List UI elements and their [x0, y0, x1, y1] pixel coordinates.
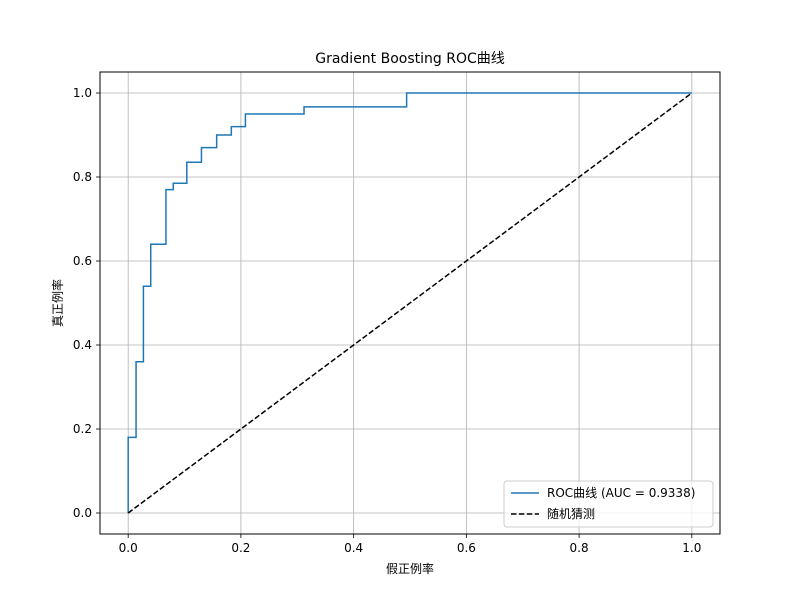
y-tick-label: 0.6 [73, 254, 92, 268]
random-guess-line [127, 92, 693, 514]
y-axis-label: 真正例率 [50, 279, 65, 327]
y-tick-label: 1.0 [73, 86, 92, 100]
x-tick-label: 1.0 [682, 541, 701, 555]
roc-curve-line [127, 92, 692, 513]
x-tick-label: 0.4 [344, 541, 363, 555]
x-tick-label: 0.2 [231, 541, 250, 555]
y-tick-label: 0.2 [73, 422, 92, 436]
plot-area-frame [99, 71, 721, 535]
grid-lines [100, 72, 720, 534]
y-tick-label: 0.8 [73, 170, 92, 184]
y-tick-label: 0.4 [73, 338, 92, 352]
axis-ticks: 0.0 0.2 0.4 0.6 0.8 1.0 0.0 0.2 0.4 0.6 0.8 1.0 [73, 86, 701, 555]
legend-label-roc: ROC曲线 (AUC = 0.9338) [547, 486, 695, 500]
legend-box [503, 480, 714, 528]
legend: ROC曲线 (AUC = 0.9338) 随机猜测 [503, 480, 714, 528]
y-tick-label: 0.0 [73, 506, 92, 520]
x-tick-label: 0.8 [570, 541, 589, 555]
chart-title: Gradient Boosting ROC曲线 [315, 51, 505, 67]
legend-label-random: 随机猜测 [547, 506, 595, 521]
series-layer [127, 92, 693, 514]
x-tick-label: 0.0 [119, 541, 138, 555]
x-axis-label: 假正例率 [386, 561, 434, 576]
x-tick-label: 0.6 [457, 541, 476, 555]
